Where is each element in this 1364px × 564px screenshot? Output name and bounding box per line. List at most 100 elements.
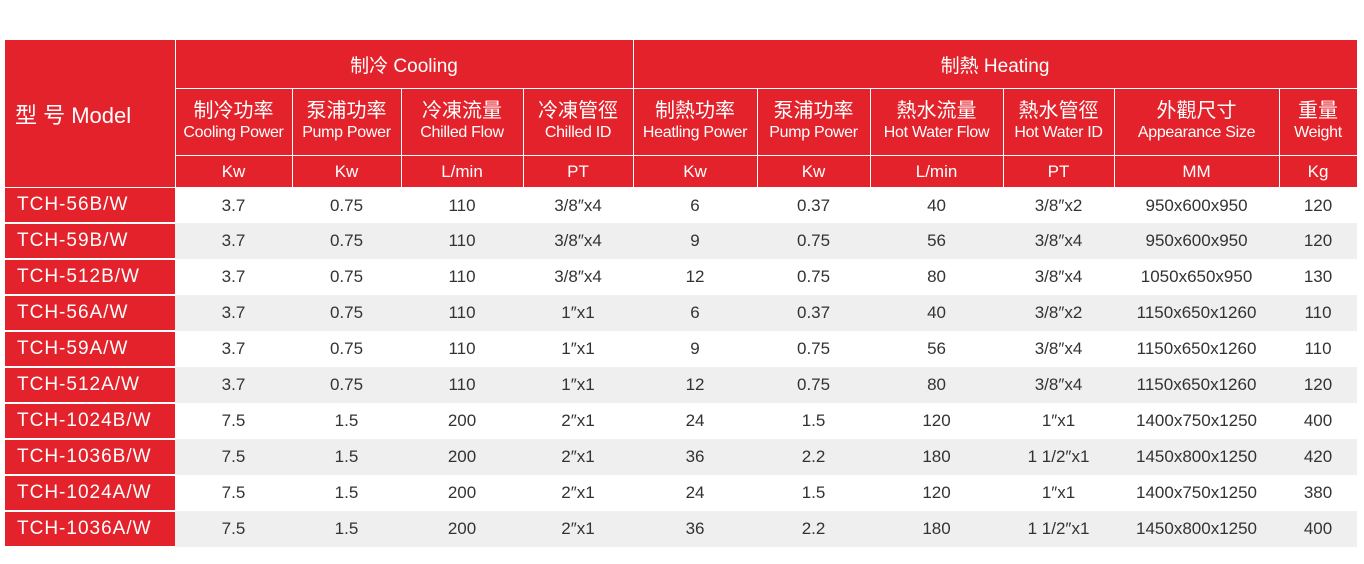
- data-cell: 1.5: [292, 511, 401, 547]
- column-zh: 制冷功率: [193, 100, 274, 122]
- data-cell: 3/8″x4: [1034, 267, 1083, 286]
- column-en: Chilled ID: [544, 124, 612, 141]
- data-cell: 3.7: [221, 339, 246, 358]
- data-cell: 0.75: [292, 295, 401, 331]
- data-cell: 24: [685, 411, 705, 430]
- data-cell: 7.5: [221, 411, 246, 430]
- data-cell: 3.7: [175, 223, 292, 259]
- data-cell: 120: [922, 483, 951, 502]
- unit-header: Kw: [291, 155, 402, 188]
- model-cell: TCH-56A/W: [5, 295, 175, 332]
- data-cell: 9: [690, 339, 700, 358]
- data-cell: 3/8″x4: [1003, 223, 1115, 259]
- data-cell: 400: [1303, 411, 1333, 430]
- data-cell: 12: [633, 367, 758, 403]
- model-header: 型 号 Model: [5, 39, 176, 188]
- column-en: Cooling Power: [183, 124, 284, 141]
- data-cell: 0.75: [329, 195, 364, 215]
- data-cell: 80: [927, 267, 946, 286]
- data-cell: 950x600x950: [1114, 223, 1280, 259]
- data-cell: 110: [401, 367, 523, 403]
- data-cell: 180: [870, 511, 1004, 547]
- data-cell: 120: [1279, 223, 1358, 259]
- data-cell: 9: [633, 223, 758, 259]
- unit-header: Kw: [756, 155, 871, 188]
- unit-header: Kw: [632, 155, 758, 188]
- data-cell: 40: [870, 295, 1004, 331]
- column-en: Weight: [1294, 124, 1342, 141]
- unit-header: PT: [522, 155, 634, 188]
- data-cell: 950x600x950: [1145, 195, 1248, 215]
- column-en: Hot Water ID: [1014, 124, 1103, 141]
- data-cell: 200: [447, 483, 477, 502]
- data-row: TCH-512B/W 3.7 0.75 110 3/8″x4 12 0.75 80 3/8″x4…: [5, 259, 1357, 296]
- data-cell: 0.75: [757, 223, 871, 259]
- column-zh: 熱水管徑: [1018, 100, 1099, 122]
- data-cell: 56: [870, 223, 1004, 259]
- data-cell: 3/8″x4: [554, 267, 602, 286]
- data-cell: 2″x1: [561, 411, 595, 430]
- data-cell: 1″x1: [523, 367, 634, 403]
- data-cell: 0.75: [796, 267, 831, 286]
- column-en: Appearance Size: [1137, 124, 1256, 141]
- data-cell: 2″x1: [561, 483, 595, 502]
- data-cell: 3/8″x4: [1034, 339, 1083, 358]
- data-cell: 1450x800x1250: [1114, 511, 1280, 547]
- model-cell: TCH-59A/W: [5, 331, 175, 368]
- data-cell: 110: [448, 195, 476, 215]
- data-cell: 3.7: [175, 367, 292, 403]
- data-cell: 1400x750x1250: [1136, 411, 1258, 430]
- column-header: 熱水管徑 Hot Water ID: [1002, 88, 1115, 156]
- data-cell: 7.5: [221, 483, 246, 502]
- data-cell: 1150x650x1260: [1114, 367, 1280, 403]
- column-zh: 制熱功率: [655, 100, 736, 122]
- data-cell: 1.5: [334, 483, 359, 502]
- data-cell: 0.75: [292, 223, 401, 259]
- unit-header: Kw: [174, 155, 293, 188]
- unit-header: PT: [1002, 155, 1115, 188]
- data-cell: 120: [1279, 367, 1358, 403]
- data-cell: 380: [1303, 483, 1333, 502]
- column-header: 冷凍流量 Chilled Flow: [400, 88, 524, 156]
- model-cell: TCH-1024B/W: [5, 403, 175, 440]
- data-cell: 120: [1303, 195, 1333, 215]
- data-cell: 1 1/2″x1: [1003, 511, 1115, 547]
- data-cell: 1.5: [801, 483, 826, 502]
- spec-table: 型 号 Model 制冷 Cooling 制熱 Heating 制冷功率 Cooli…: [5, 39, 1358, 548]
- data-cell: 36: [633, 439, 758, 475]
- data-cell: 420: [1279, 439, 1358, 475]
- column-en: Pump Power: [302, 124, 391, 141]
- data-cell: 1.5: [292, 439, 401, 475]
- data-cell: 0.75: [796, 339, 831, 358]
- column-zh: 冷凍流量: [422, 100, 502, 122]
- data-cell: 1050x650x950: [1140, 267, 1253, 286]
- column-header: 泵浦功率 Pump Power: [291, 88, 402, 156]
- data-cell: 110: [448, 267, 476, 286]
- data-cell: 3/8″x2: [1003, 295, 1115, 331]
- data-cell: 56: [927, 339, 946, 358]
- data-cell: 1.5: [801, 411, 826, 430]
- data-cell: 1″x1: [1041, 411, 1076, 430]
- data-cell: 2.2: [757, 439, 871, 475]
- column-en: Chilled Flow: [420, 124, 504, 141]
- data-cell: 3.7: [221, 195, 246, 215]
- column-zh: 外觀尺寸: [1156, 100, 1237, 122]
- data-cell: 3.7: [175, 295, 292, 331]
- data-row: TCH-59A/W 3.7 0.75 110 1″x1 9 0.75 56 3/8″x4 1150…: [5, 331, 1357, 368]
- data-cell: 80: [870, 367, 1004, 403]
- data-cell: 130: [1303, 267, 1333, 286]
- data-cell: 110: [401, 223, 523, 259]
- data-cell: 110: [448, 339, 476, 358]
- column-header: 重量 Weight: [1278, 88, 1358, 156]
- data-cell: 0.75: [329, 339, 364, 358]
- column-en: Pump Power: [769, 124, 858, 141]
- unit-row: Kw Kw L/min PT Kw Kw L/min PT MM Kg: [5, 155, 1358, 188]
- data-row: TCH-1024A/W 7.5 1.5 200 2″x1 24 1.5 120 1″x1 1400…: [5, 475, 1357, 512]
- column-header: 制熱功率 Heatling Power: [632, 88, 758, 156]
- data-row: TCH-56B/W 3.7 0.75 110 3/8″x4 6 0.37 40 3/8″x2 95…: [5, 187, 1357, 224]
- group-header: 制冷 Cooling: [174, 39, 634, 89]
- unit-header: MM: [1113, 155, 1280, 188]
- data-cell: 12: [685, 267, 705, 286]
- data-cell: 180: [870, 439, 1004, 475]
